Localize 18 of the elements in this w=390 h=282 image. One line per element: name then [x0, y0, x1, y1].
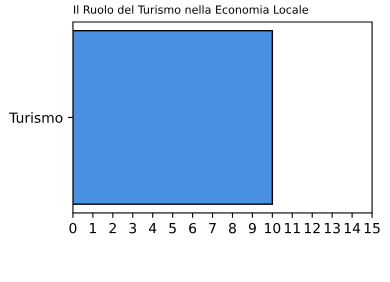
x-tick-label: 6: [189, 222, 196, 234]
x-tick-label: 12: [304, 222, 320, 234]
x-tick-label: 7: [209, 223, 216, 234]
x-tick-label: 13: [324, 222, 340, 234]
x-tick-label: 9: [248, 222, 256, 234]
x-tick-label: 10: [265, 222, 280, 234]
x-tick-label: 11: [284, 223, 300, 234]
x-tick-label: 8: [228, 222, 236, 234]
x-tick-label: 14: [344, 223, 360, 234]
x-tick-label: 15: [364, 223, 380, 234]
chart-title: Il Ruolo del Turismo nella Economia Locale: [74, 5, 308, 14]
x-tick-label: 5: [169, 223, 176, 234]
x-tick-label: 3: [129, 222, 136, 234]
y-tick-label: Turismo: [9, 112, 62, 123]
x-tick-label: 0: [69, 222, 76, 234]
x-tick-label: 2: [109, 222, 116, 234]
x-tick-label: 1: [90, 223, 96, 234]
x-tick-label: 4: [148, 223, 156, 234]
